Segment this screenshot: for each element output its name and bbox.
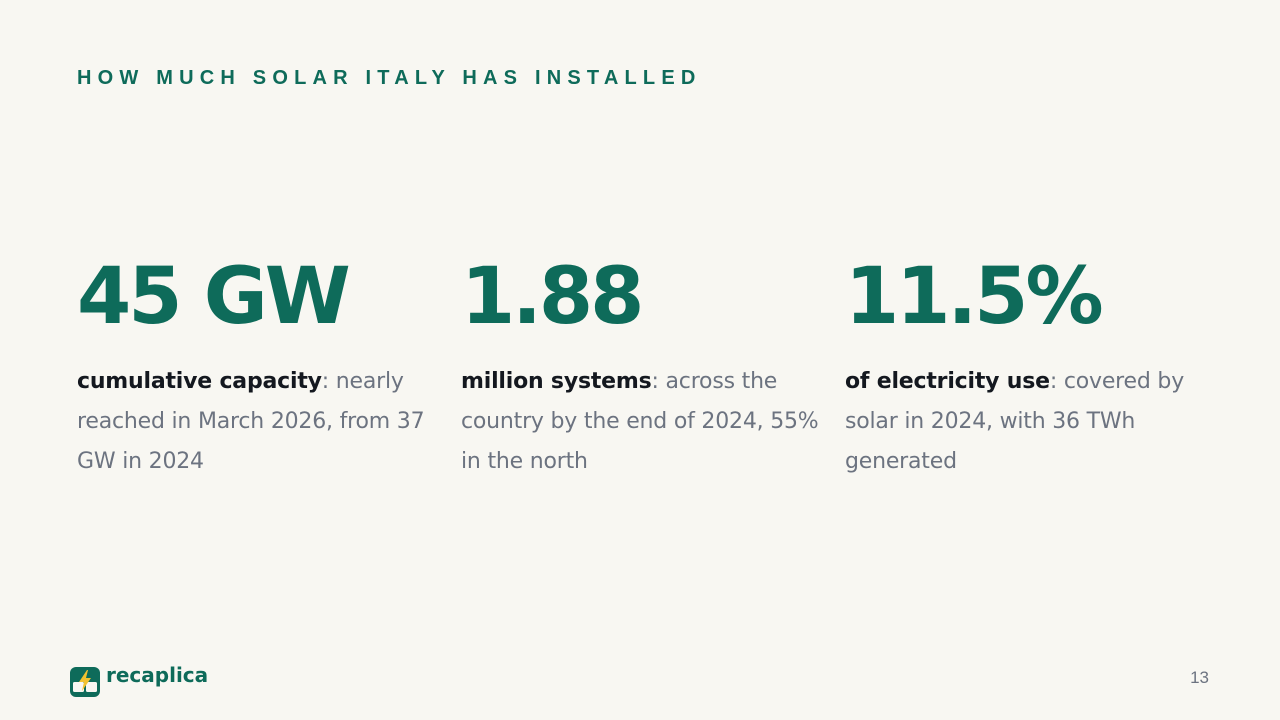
stat-description: cumulative capacity: nearly reached in M… [77, 362, 437, 482]
brand-name: recaplica [106, 663, 209, 687]
stat-detail: : covered by solar in 2024, with 36 TWh … [845, 369, 1185, 474]
stat-detail: : nearly reached in March 2026, from 37 … [77, 369, 425, 474]
brand-footer: recaplica [70, 663, 209, 698]
stat-lead: million systems [461, 369, 652, 394]
stat-value: 45 GW [77, 252, 351, 342]
stat-electricity-share: 11.5% of electricity use: covered by sol… [845, 252, 1205, 482]
page-number: 13 [1190, 668, 1209, 687]
stat-capacity: 45 GW cumulative capacity: nearly reache… [77, 252, 437, 482]
stat-value: 11.5% [845, 252, 1104, 342]
stat-detail: : across the country by the end of 2024,… [461, 369, 819, 474]
stat-description: of electricity use: covered by solar in … [845, 362, 1205, 482]
stat-value: 1.88 [461, 252, 644, 342]
stat-description: million systems: across the country by t… [461, 362, 821, 482]
stat-lead: cumulative capacity [77, 369, 322, 394]
slide-eyebrow-title: HOW MUCH SOLAR ITALY HAS INSTALLED [77, 67, 702, 89]
stat-lead: of electricity use [845, 369, 1050, 394]
solar-bolt-logo-icon [70, 667, 100, 697]
stat-systems: 1.88 million systems: across the country… [461, 252, 821, 482]
